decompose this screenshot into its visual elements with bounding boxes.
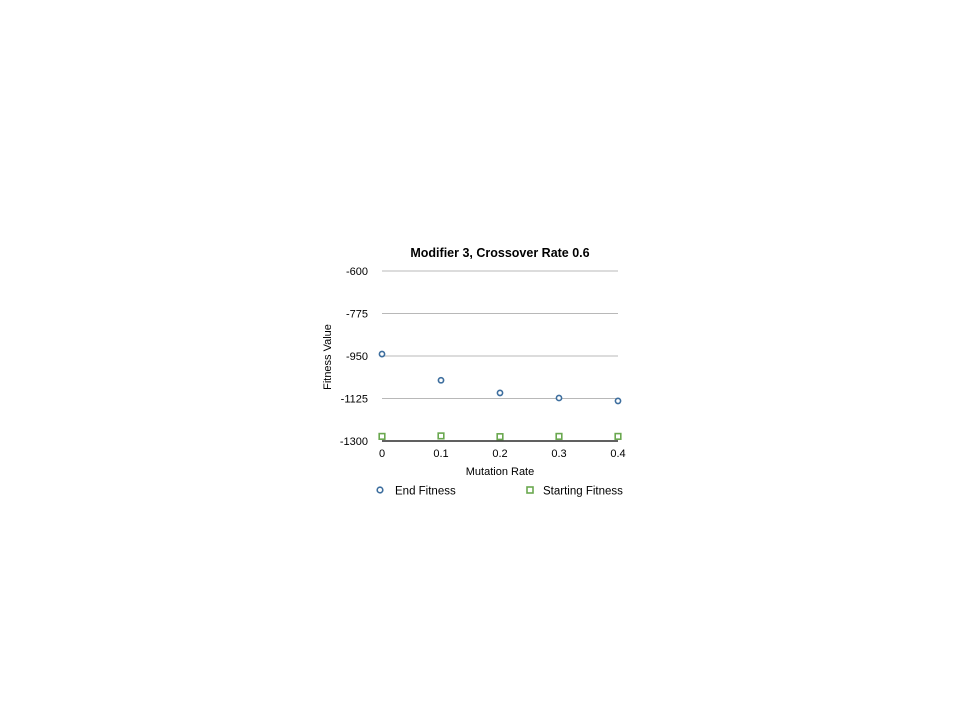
data-points bbox=[378, 350, 622, 441]
legend-label: End Fitness bbox=[395, 486, 456, 498]
x-tick-label: 0.4 bbox=[610, 448, 625, 460]
legend-marker-starting-fitness bbox=[526, 486, 534, 494]
y-tick-label: -950 bbox=[346, 351, 368, 363]
y-axis-label: Fitness Value bbox=[322, 324, 334, 390]
grid-lines bbox=[382, 270, 618, 442]
x-tick-label: 0 bbox=[379, 448, 385, 460]
starting-fitness-point bbox=[496, 433, 504, 441]
x-tick-labels: 0 0.1 0.2 0.3 0.4 bbox=[379, 448, 626, 460]
x-tick-label: 0.3 bbox=[551, 448, 566, 460]
starting-fitness-point bbox=[437, 432, 445, 440]
legend-label: Starting Fitness bbox=[543, 486, 623, 498]
end-fitness-point bbox=[614, 397, 622, 405]
starting-fitness-point bbox=[614, 432, 622, 440]
end-fitness-point bbox=[555, 394, 563, 402]
starting-fitness-point bbox=[555, 432, 563, 440]
y-tick-label: -775 bbox=[346, 309, 368, 321]
starting-fitness-point bbox=[378, 432, 386, 440]
legend-marker-end-fitness bbox=[376, 486, 384, 494]
end-fitness-point bbox=[378, 350, 386, 358]
y-tick-labels: -600 -775 -950 -1125 -1300 bbox=[340, 266, 368, 448]
chart-title: Modifier 3, Crossover Rate 0.6 bbox=[410, 246, 589, 260]
x-tick-label: 0.2 bbox=[492, 448, 507, 460]
y-tick-label: -1300 bbox=[340, 436, 368, 448]
legend: End Fitness Starting Fitness bbox=[376, 486, 623, 498]
x-tick-label: 0.1 bbox=[433, 448, 448, 460]
x-axis-label: Mutation Rate bbox=[466, 466, 534, 478]
y-tick-label: -600 bbox=[346, 266, 368, 278]
end-fitness-point bbox=[437, 376, 445, 384]
y-tick-label: -1125 bbox=[341, 394, 368, 406]
end-fitness-point bbox=[496, 389, 504, 397]
